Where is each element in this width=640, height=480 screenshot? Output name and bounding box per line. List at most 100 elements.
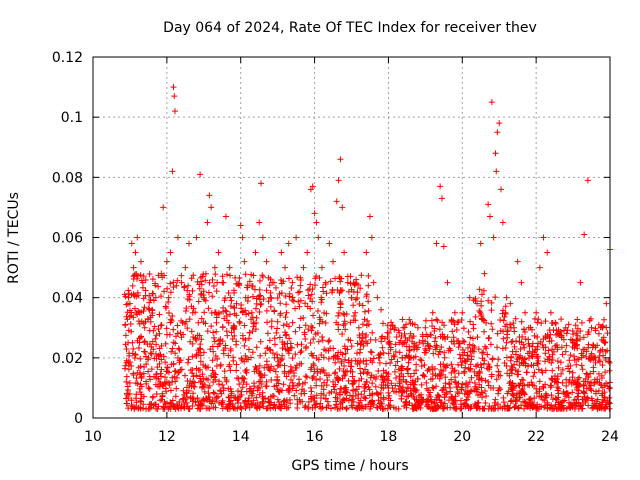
data-point: [220, 304, 227, 311]
data-point: [202, 277, 209, 284]
data-point: [247, 354, 254, 361]
data-point: [257, 378, 264, 385]
data-point: [125, 395, 132, 402]
data-point: [135, 345, 142, 352]
data-point: [442, 374, 449, 381]
data-point: [335, 312, 342, 319]
data-point: [390, 352, 397, 359]
data-point: [271, 335, 278, 342]
data-point: [559, 351, 566, 358]
data-point: [595, 357, 602, 364]
data-point: [345, 377, 352, 384]
data-point: [170, 339, 177, 346]
data-point: [470, 321, 477, 328]
data-point: [122, 362, 129, 369]
data-point: [290, 382, 297, 389]
data-point: [571, 353, 578, 360]
data-point: [359, 330, 366, 337]
data-point: [497, 404, 504, 411]
data-point: [527, 402, 534, 409]
data-point: [456, 351, 463, 358]
data-point: [538, 320, 545, 327]
data-point: [284, 340, 291, 347]
data-point: [281, 397, 288, 404]
data-point: [259, 374, 266, 381]
data-point: [376, 359, 383, 366]
data-point: [302, 402, 309, 409]
data-point: [502, 309, 509, 316]
data-point: [439, 405, 446, 412]
data-point: [227, 345, 234, 352]
data-point: [407, 387, 414, 394]
data-point: [135, 308, 142, 315]
data-point: [199, 371, 206, 378]
data-point: [485, 201, 492, 208]
data-point: [176, 368, 183, 375]
data-point: [359, 302, 366, 309]
data-point: [424, 398, 431, 405]
data-point: [219, 397, 226, 404]
data-point: [518, 387, 525, 394]
data-point: [534, 355, 541, 362]
data-point: [392, 341, 399, 348]
data-point: [287, 376, 294, 383]
data-point: [416, 392, 423, 399]
data-point: [297, 282, 304, 289]
data-point: [211, 338, 218, 345]
data-point: [388, 356, 395, 363]
data-point: [510, 398, 517, 405]
data-point: [134, 234, 141, 241]
data-point: [272, 405, 279, 412]
data-point: [390, 388, 397, 395]
data-point: [483, 393, 490, 400]
data-point: [216, 378, 223, 385]
data-point: [380, 320, 387, 327]
data-point: [480, 349, 487, 356]
data-point: [187, 367, 194, 374]
data-point: [578, 350, 585, 357]
data-point: [231, 332, 238, 339]
data-point: [511, 343, 518, 350]
data-point: [167, 319, 174, 326]
data-point: [584, 394, 591, 401]
data-point: [421, 373, 428, 380]
data-point: [308, 291, 315, 298]
data-point: [367, 374, 374, 381]
data-point: [310, 312, 317, 319]
data-point: [374, 294, 381, 301]
data-point: [157, 370, 164, 377]
data-point: [204, 328, 211, 335]
data-point: [162, 385, 169, 392]
data-point: [248, 392, 255, 399]
data-point: [461, 349, 468, 356]
data-point: [369, 359, 376, 366]
data-point: [437, 399, 444, 406]
data-point: [155, 326, 162, 333]
data-point: [384, 382, 391, 389]
data-point: [417, 397, 424, 404]
data-point: [369, 399, 376, 406]
data-point: [602, 369, 609, 376]
data-point: [488, 99, 495, 106]
data-point: [415, 344, 422, 351]
data-point: [428, 396, 435, 403]
data-point: [334, 377, 341, 384]
data-point: [493, 376, 500, 383]
data-point: [331, 370, 338, 377]
data-point: [558, 370, 565, 377]
data-point: [601, 382, 608, 389]
data-point: [487, 341, 494, 348]
data-point: [503, 294, 510, 301]
data-point: [406, 316, 413, 323]
data-point: [441, 394, 448, 401]
data-point: [508, 354, 515, 361]
data-point: [206, 279, 213, 286]
data-point: [267, 294, 274, 301]
data-point: [305, 405, 312, 412]
data-point: [243, 311, 250, 318]
data-point: [391, 368, 398, 375]
data-point: [535, 340, 542, 347]
data-point: [246, 335, 253, 342]
data-point: [473, 385, 480, 392]
data-point: [137, 389, 144, 396]
